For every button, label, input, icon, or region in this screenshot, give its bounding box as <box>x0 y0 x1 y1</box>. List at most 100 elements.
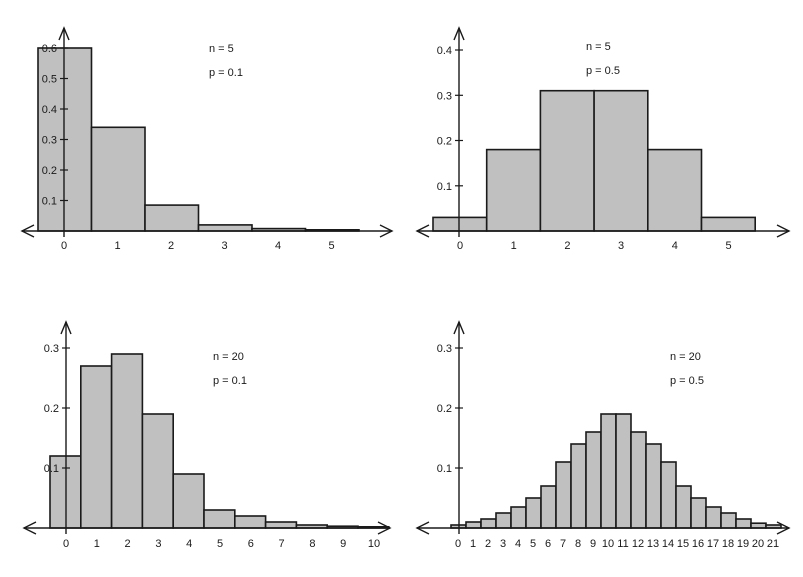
chart-panel-n20-p05: 0.10.20.30 1 2 3 4 5 6 7 8 9 10 11 12 13 14 15 16 17 18 19 2… <box>415 320 791 550</box>
chart-panel-n5-p01: 0.1 0.2 0.3 0.4 0.5 0.6 0 1 2 3 4 5 n = 5 p = 0.1 <box>20 26 394 252</box>
x-tick-label: 7 <box>560 538 566 550</box>
annotation: p = 0.5 <box>586 65 620 77</box>
y-tick-label: 0.3 <box>44 343 59 355</box>
x-tick-label: 1 <box>470 538 476 550</box>
x-tick-label: 3 <box>618 240 624 252</box>
x-tick-label: 3 <box>155 538 161 550</box>
x-axis-arrow-right <box>776 224 791 238</box>
y-tick-label: 0.5 <box>42 74 57 86</box>
bar-2 <box>539 89 595 232</box>
bar-1 <box>485 148 542 232</box>
y-axis-arrow <box>58 26 70 41</box>
x-tick-label: 7 <box>279 538 285 550</box>
x-tick-label: 11 <box>617 538 628 550</box>
x-tick-label: 4 <box>275 240 281 252</box>
x-tick-label: 12 <box>632 538 644 550</box>
y-tick-label: 0.1 <box>437 463 452 475</box>
x-tick-label: 0 <box>63 538 69 550</box>
bar-5 <box>525 497 542 529</box>
x-tick-label: 10 <box>602 538 614 550</box>
bar-10 <box>600 413 617 529</box>
bar-20 <box>750 522 767 529</box>
bar-5 <box>203 509 236 529</box>
bar-15 <box>675 485 692 529</box>
x-axis-arrow-left <box>415 224 430 238</box>
y-tick-label: 0.2 <box>437 136 452 148</box>
y-tick-label: 0.2 <box>44 403 59 415</box>
x-tick-label: 21 <box>767 538 779 550</box>
annotation: n = 20 <box>670 351 701 363</box>
bar-3 <box>495 512 512 529</box>
x-tick-label: 2 <box>168 240 174 252</box>
x-tick-label: 14 <box>662 538 674 550</box>
y-tick-label: 0.6 <box>42 43 57 55</box>
x-tick-label: 0 <box>61 240 67 252</box>
x-tick-label: 16 <box>692 538 704 550</box>
x-tick-label: 4 <box>672 240 678 252</box>
bar-4 <box>510 506 527 529</box>
x-tick-label: 6 <box>545 538 551 550</box>
x-axis-arrow-left <box>20 224 35 238</box>
bar-1 <box>90 126 146 232</box>
x-tick-label: 3 <box>500 538 506 550</box>
x-axis-arrow-left <box>22 521 37 535</box>
y-axis-arrow <box>60 320 72 335</box>
bar-19 <box>735 518 752 529</box>
y-tick-label: 0.1 <box>437 181 452 193</box>
x-tick-label: 20 <box>752 538 764 550</box>
bar-9 <box>585 431 602 529</box>
x-tick-label: 2 <box>564 240 570 252</box>
x-tick-label: 18 <box>722 538 734 550</box>
y-tick-label: 0.2 <box>437 403 452 415</box>
annotation: n = 5 <box>209 43 234 55</box>
y-axis-arrow <box>453 26 465 41</box>
bar-2 <box>110 353 144 529</box>
x-tick-label: 6 <box>248 538 254 550</box>
bar-2 <box>144 204 200 232</box>
x-tick-label: 13 <box>647 538 659 550</box>
x-axis-arrow-right <box>776 521 791 535</box>
bar-1 <box>465 521 482 529</box>
bar-2 <box>480 518 497 529</box>
x-tick-label: 5 <box>725 240 731 252</box>
x-tick-label: 1 <box>511 240 517 252</box>
bar-17 <box>705 506 722 529</box>
bar-16 <box>690 497 707 529</box>
bar-6 <box>540 485 557 529</box>
y-tick-label: 0.1 <box>42 196 57 208</box>
x-tick-label: 0 <box>457 240 463 252</box>
x-tick-label: 17 <box>707 538 719 550</box>
bar-11 <box>615 413 632 529</box>
x-tick-label: 5 <box>328 240 334 252</box>
bar-4 <box>646 148 703 232</box>
bar-12 <box>630 431 647 529</box>
y-tick-label: 0.4 <box>42 104 57 116</box>
y-tick-label: 0.3 <box>437 343 452 355</box>
y-tick-label: 0.4 <box>437 45 452 57</box>
bar-7 <box>264 521 298 529</box>
y-axis-arrow <box>453 320 465 335</box>
x-tick-label: 15 <box>677 538 689 550</box>
annotation: n = 5 <box>586 41 611 53</box>
bar-1 <box>80 365 113 529</box>
chart-panel-n20-p01: 0.1 0.2 0.3 0 1 2 3 4 5 6 7 8 9 10 n = 20 p = 0.1 <box>22 320 392 550</box>
y-tick-label: 0.1 <box>44 463 59 475</box>
x-tick-label: 9 <box>340 538 346 550</box>
x-tick-label: 0 <box>455 538 461 550</box>
x-tick-label: 9 <box>590 538 596 550</box>
x-tick-label: 8 <box>575 538 581 550</box>
annotation: p = 0.1 <box>209 67 243 79</box>
bar-6 <box>234 515 267 529</box>
x-tick-label: 4 <box>186 538 192 550</box>
y-tick-label: 0.3 <box>42 135 57 147</box>
x-axis-arrow-right <box>377 521 392 535</box>
y-tick-label: 0.2 <box>42 165 57 177</box>
x-tick-label: 2 <box>485 538 491 550</box>
annotation: p = 0.1 <box>213 375 247 387</box>
x-tick-label: 1 <box>94 538 100 550</box>
x-tick-label: 2 <box>125 538 131 550</box>
x-tick-label: 1 <box>114 240 120 252</box>
x-tick-label: 5 <box>217 538 223 550</box>
bar-8 <box>570 443 587 529</box>
